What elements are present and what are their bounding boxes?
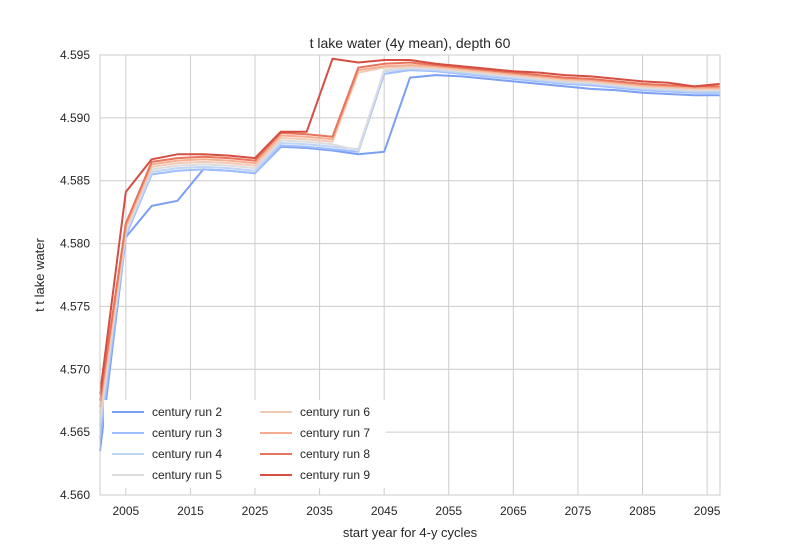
y-tick-label: 4.590 [60,111,90,125]
y-tick-label: 4.580 [60,237,90,251]
x-tick-label: 2045 [371,504,398,518]
legend-entry-label: century run 9 [300,468,370,482]
legend-entry-label: century run 8 [300,447,370,461]
legend-entry-label: century run 7 [300,426,370,440]
series-line-run-3 [99,69,720,439]
legend-entry-label: century run 3 [152,426,222,440]
y-tick-label: 4.595 [60,48,90,62]
x-tick-label: 2075 [565,504,592,518]
plot-frame [99,54,721,496]
x-tick-label: 2035 [306,504,333,518]
x-axis-label: start year for 4-y cycles [343,525,478,540]
series-line-run-5 [99,66,720,420]
y-tick-label: 4.565 [60,425,90,439]
series-lines [99,57,721,452]
legend: century run 2 century run 3 century run 4 c… [104,400,386,488]
x-tick-label: 2055 [435,504,462,518]
legend-entry-label: century run 5 [152,468,222,482]
y-tick-label: 4.575 [60,299,90,313]
y-tick-label: 4.560 [60,488,90,502]
x-tick-label: 2015 [177,504,204,518]
tick-labels: 2005 2015 2025 2035 2045 2055 2065 2075 2085 2095… [60,48,721,518]
legend-entry-label: century run 2 [152,405,222,419]
chart-title: t lake water (4y mean), depth 60 [310,35,511,51]
x-tick-label: 2025 [242,504,269,518]
x-tick-label: 2095 [694,504,721,518]
series-line-run-9 [99,57,721,395]
series-line-run-7 [99,64,720,408]
x-tick-label: 2005 [112,504,139,518]
series-line-run-6 [99,65,720,414]
legend-entry-label: century run 6 [300,405,370,419]
y-axis-label: t t lake water [32,237,47,311]
legend-background [104,400,386,488]
series-line-run-8 [99,61,720,401]
y-tick-label: 4.570 [60,362,90,376]
legend-entry-label: century run 4 [152,447,222,461]
y-tick-label: 4.585 [60,174,90,188]
x-tick-label: 2065 [500,504,527,518]
series-line-run-4 [99,67,720,427]
x-tick-label: 2085 [629,504,656,518]
